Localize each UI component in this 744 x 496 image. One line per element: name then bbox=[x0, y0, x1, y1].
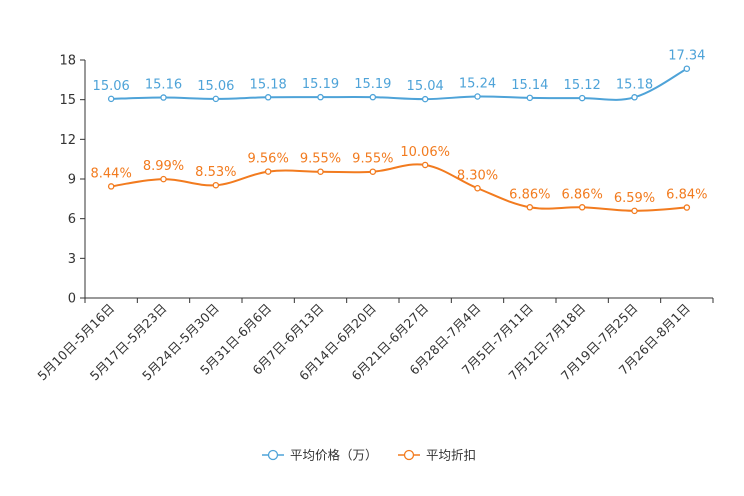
y-tick-label: 12 bbox=[59, 133, 76, 148]
data-point bbox=[578, 204, 586, 211]
data-point bbox=[526, 94, 534, 102]
data-label: 15.18 bbox=[616, 77, 653, 92]
data-point bbox=[317, 168, 324, 175]
data-label: 10.06% bbox=[400, 145, 450, 160]
y-tick-label: 15 bbox=[59, 93, 76, 108]
data-label: 15.06 bbox=[93, 79, 130, 94]
data-label: 15.19 bbox=[302, 77, 339, 92]
data-point bbox=[526, 204, 534, 211]
data-point bbox=[474, 93, 481, 100]
data-point bbox=[264, 94, 272, 101]
data-point bbox=[631, 94, 638, 101]
data-point bbox=[683, 204, 691, 211]
series-line-average-price bbox=[111, 67, 688, 101]
data-label: 6.59% bbox=[614, 191, 655, 206]
data-label: 8.44% bbox=[91, 166, 132, 181]
data-point bbox=[160, 175, 167, 183]
legend-swatch-marker bbox=[267, 449, 279, 461]
data-point bbox=[212, 95, 220, 103]
data-label: 6.86% bbox=[562, 187, 603, 202]
y-tick-label: 0 bbox=[68, 292, 76, 307]
y-tick-label: 6 bbox=[68, 212, 76, 227]
data-point bbox=[421, 95, 429, 103]
data-label: 9.56% bbox=[248, 152, 289, 167]
data-label: 17.34 bbox=[668, 49, 705, 64]
data-point bbox=[317, 93, 324, 101]
series-line-average-discount bbox=[111, 163, 687, 212]
y-tick-label: 9 bbox=[68, 173, 76, 188]
data-label: 15.06 bbox=[197, 79, 234, 94]
data-point bbox=[212, 181, 220, 189]
data-label: 9.55% bbox=[352, 152, 393, 167]
legend-label: 平均折扣 bbox=[426, 448, 476, 463]
y-tick-label: 18 bbox=[59, 54, 76, 69]
data-label: 15.12 bbox=[564, 78, 601, 93]
data-label: 8.99% bbox=[143, 159, 184, 174]
data-point bbox=[369, 168, 377, 175]
data-label: 15.19 bbox=[354, 77, 391, 92]
data-point bbox=[578, 94, 586, 102]
legend-swatch-marker bbox=[403, 449, 415, 461]
data-point bbox=[474, 185, 481, 192]
data-label: 15.16 bbox=[145, 78, 182, 93]
data-label: 8.30% bbox=[457, 168, 498, 183]
legend-label: 平均价格（万） bbox=[290, 448, 378, 463]
data-point bbox=[421, 161, 429, 169]
data-point bbox=[107, 183, 115, 190]
data-label: 15.14 bbox=[511, 78, 548, 93]
data-label: 15.18 bbox=[250, 77, 287, 92]
data-point bbox=[107, 95, 115, 103]
data-point bbox=[160, 94, 167, 101]
data-point bbox=[369, 93, 377, 101]
data-label: 6.84% bbox=[666, 188, 707, 203]
data-point bbox=[264, 168, 272, 175]
data-label: 15.24 bbox=[459, 76, 496, 91]
data-label: 6.86% bbox=[509, 187, 550, 202]
data-label: 9.55% bbox=[300, 152, 341, 167]
data-label: 8.53% bbox=[195, 165, 236, 180]
data-point bbox=[683, 65, 691, 72]
data-point bbox=[631, 207, 638, 215]
y-tick-label: 3 bbox=[68, 252, 76, 267]
data-label: 15.04 bbox=[407, 79, 444, 94]
